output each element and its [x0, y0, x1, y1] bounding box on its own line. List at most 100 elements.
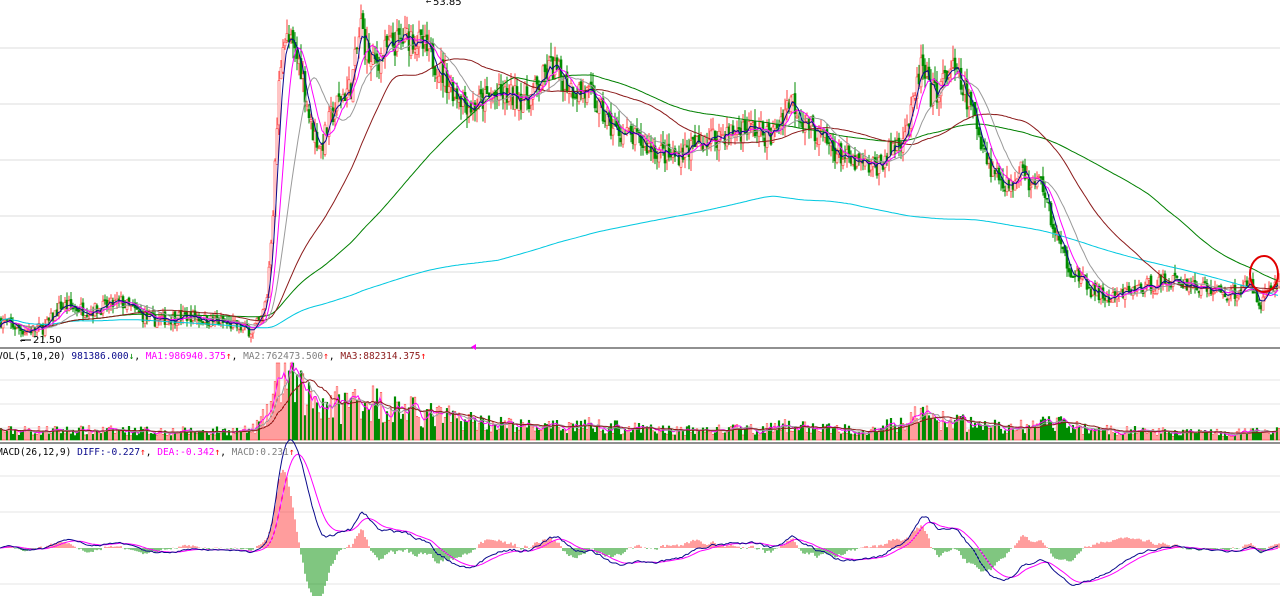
volume-bar-up	[187, 433, 191, 441]
candle-up	[1109, 299, 1113, 302]
volume-bar-up	[845, 433, 849, 441]
volume-bar-down	[663, 432, 667, 441]
volume-bar-up	[599, 431, 603, 441]
volume-bar-up	[841, 432, 845, 441]
candle-down	[839, 143, 843, 164]
candle-up	[835, 153, 839, 163]
candle-up	[279, 66, 283, 80]
volume-bar-down	[391, 422, 395, 441]
candle-up	[1199, 288, 1203, 296]
candle-up	[689, 140, 693, 161]
volume-bar-up	[1031, 420, 1035, 441]
volume-bar-down	[745, 425, 749, 441]
volume-bar-up	[243, 425, 247, 441]
volume-bar-down	[1071, 425, 1075, 441]
candle-up	[765, 126, 769, 148]
candle-up	[587, 84, 591, 87]
volume-bar-down	[743, 428, 747, 441]
volume-bar-up	[1079, 425, 1083, 441]
volume-bar-up	[285, 388, 289, 441]
volume-bar-down	[1275, 427, 1279, 441]
volume-bar-down	[1045, 424, 1049, 441]
volume-bar-down	[299, 370, 303, 441]
volume-bar-up	[415, 416, 419, 441]
volume-bar-up	[859, 433, 863, 441]
candle-up	[263, 301, 267, 309]
volume-bar-down	[929, 417, 933, 441]
candle-up	[749, 120, 753, 124]
volume-bar-up	[423, 411, 427, 441]
volume-bar-up	[759, 432, 763, 441]
volume-bar-down	[985, 425, 989, 441]
volume-bar-up	[387, 419, 391, 441]
volume-bar-down	[1067, 426, 1071, 441]
volume-bar-down	[609, 423, 613, 441]
macd-name: MACD	[0, 447, 20, 458]
volume-bar-down	[349, 397, 353, 441]
candle-down	[71, 307, 75, 310]
candle-up	[43, 324, 47, 336]
volume-bar-up	[233, 433, 237, 441]
volume-bar-up	[1207, 432, 1211, 441]
volume-bar-down	[441, 422, 445, 441]
volume-bar-down	[207, 434, 211, 441]
volume-bar-down	[641, 424, 645, 441]
volume-bar-down	[1217, 435, 1221, 441]
volume-bar-down	[1141, 427, 1145, 441]
volume-bar-up	[1157, 428, 1161, 441]
volume-bar-up	[699, 429, 703, 441]
volume-bar-up	[7, 426, 11, 441]
volume-bar-down	[755, 431, 759, 441]
candle-down	[401, 41, 405, 44]
volume-bar-down	[401, 413, 405, 441]
volume-bar-down	[649, 424, 653, 441]
volume-bar-down	[1203, 430, 1207, 441]
volume-bar-up	[467, 414, 471, 441]
volume-bar-down	[775, 430, 779, 441]
volume-bar-up	[371, 385, 375, 441]
macd-dea-label: DEA:	[157, 447, 180, 458]
volume-bar-down	[367, 409, 371, 441]
volume-bar-down	[853, 433, 857, 441]
volume-bar-up	[427, 409, 431, 441]
volume-bar-up	[1187, 432, 1191, 441]
volume-bar-up	[523, 424, 527, 441]
volume-bar-down	[247, 428, 251, 441]
volume-bar-up	[129, 435, 133, 441]
volume-bar-down	[315, 402, 319, 441]
candle-down	[1039, 176, 1043, 179]
volume-bar-up	[265, 404, 269, 441]
volume-bar-up	[547, 421, 551, 441]
volume-bar-up	[1015, 429, 1019, 441]
volume-bar-up	[155, 434, 159, 441]
scroll-marker-icon[interactable]	[471, 344, 476, 350]
candle-down	[1059, 239, 1063, 245]
volume-bar-up	[347, 407, 351, 441]
volume-bar-up	[379, 392, 383, 441]
volume-bar-up	[453, 410, 457, 441]
volume-bar-down	[1021, 429, 1025, 441]
volume-bar-down	[555, 420, 559, 441]
volume-bar-down	[1177, 435, 1181, 441]
candle-down	[1073, 275, 1077, 278]
volume-bar-down	[697, 430, 701, 441]
candle-up	[633, 128, 637, 146]
volume-bar-down	[955, 414, 959, 441]
volume-bar-up	[309, 391, 313, 441]
volume-bar-down	[311, 408, 315, 441]
volume-bar-down	[973, 422, 977, 441]
volume-bar-up	[1081, 434, 1085, 441]
volume-bar-up	[475, 429, 479, 441]
candle-up	[437, 75, 441, 83]
volume-bar-down	[339, 424, 343, 441]
volume-bar-up	[707, 431, 711, 441]
volume-panel	[0, 361, 1280, 441]
vol-down-arrow: ↓	[129, 351, 135, 362]
volume-bar-down	[169, 435, 173, 441]
volume-bar-down	[1103, 429, 1107, 441]
ma250-line	[0, 195, 1279, 329]
volume-bar-up	[395, 401, 399, 441]
volume-bar-down	[193, 432, 197, 441]
volume-bar-down	[787, 420, 791, 441]
macd-diff-line	[0, 439, 1279, 586]
